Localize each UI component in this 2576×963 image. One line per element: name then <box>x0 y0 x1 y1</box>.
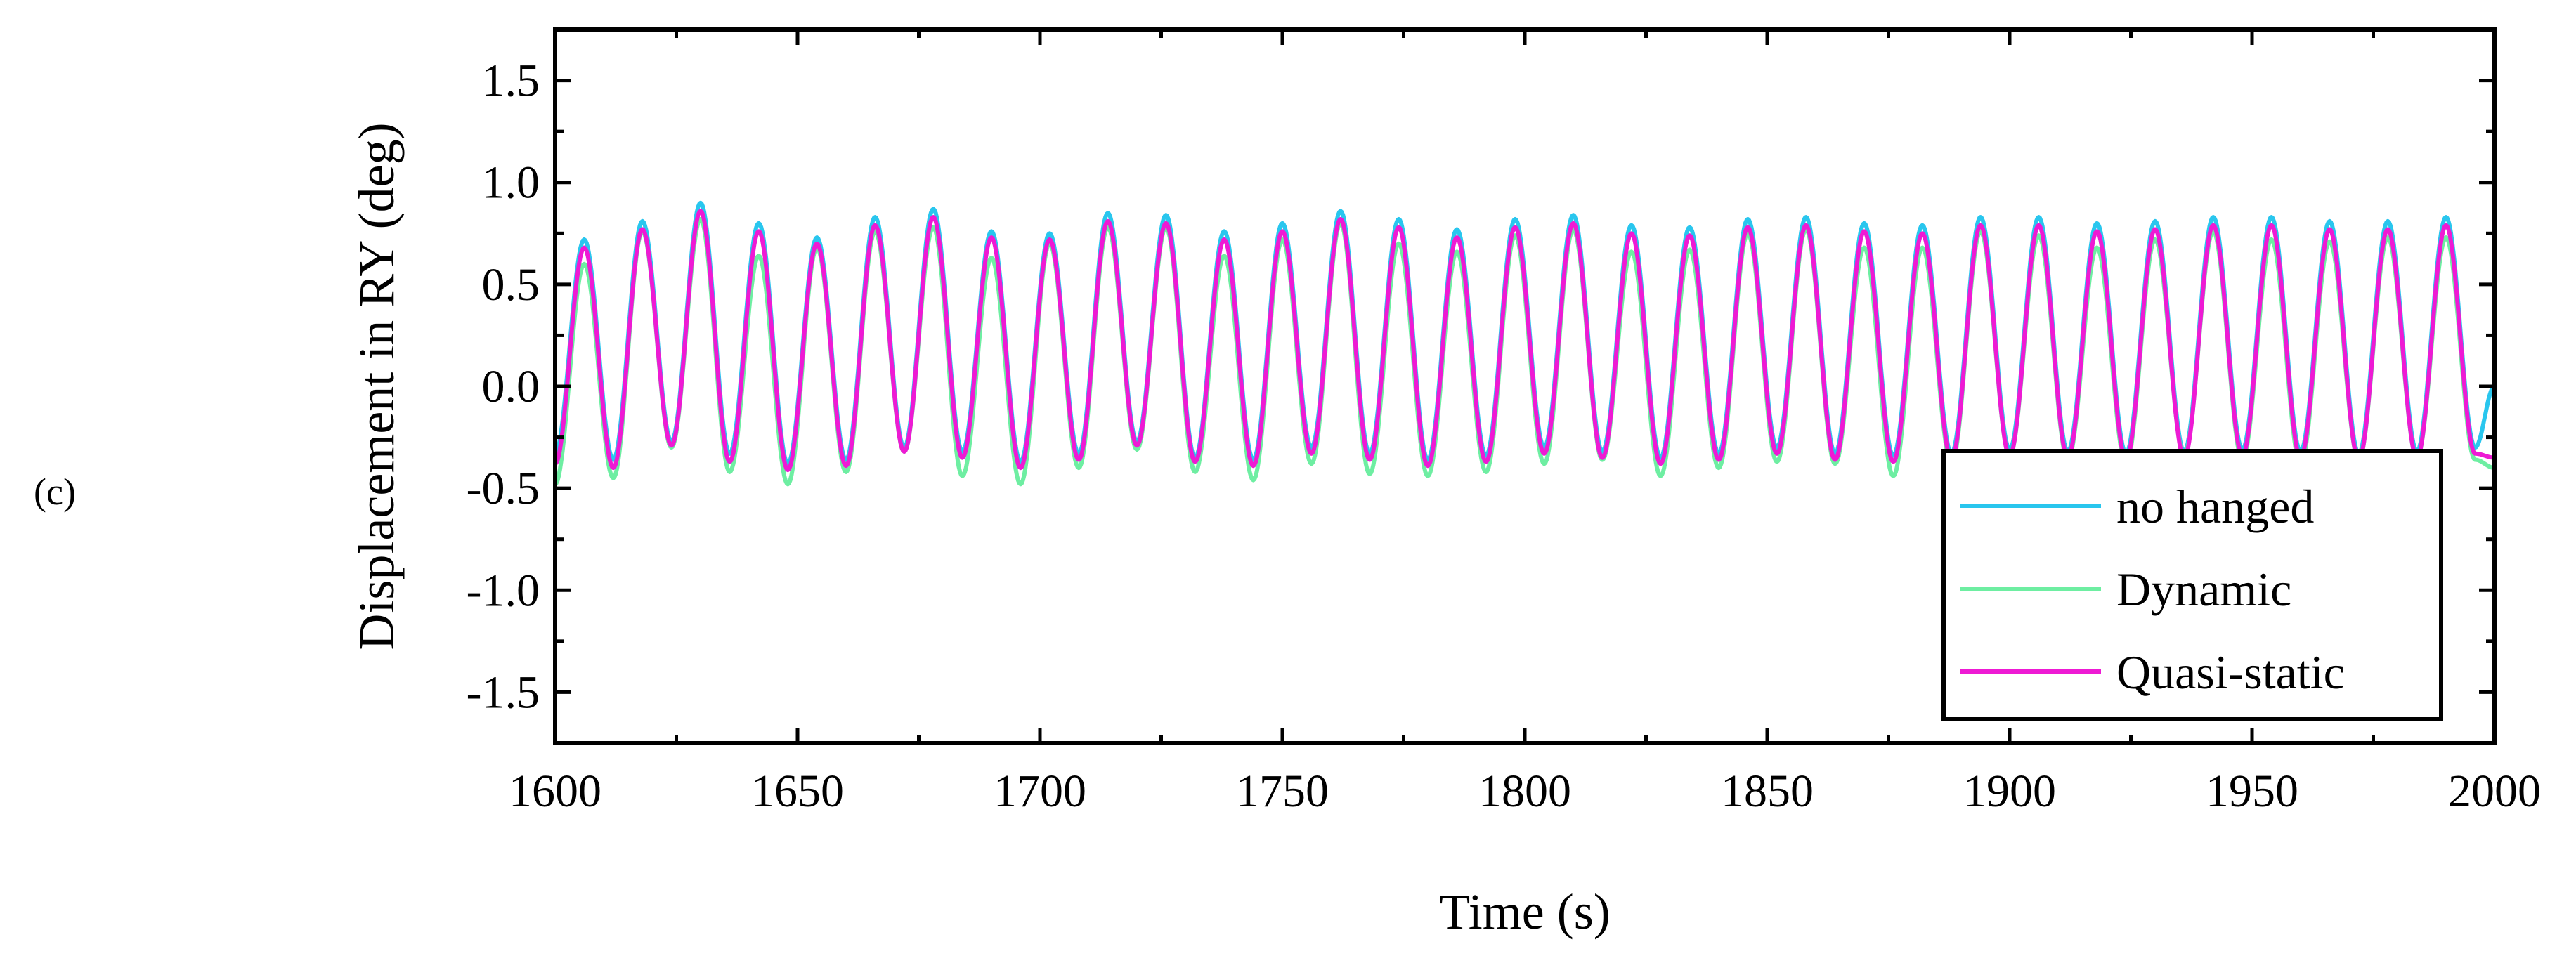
y-tick-label: -0.5 <box>467 463 540 514</box>
ticks-layer: 1600 1650 1700 1750 1800 1850 1900 1950 2000 1.5 1… <box>467 27 2541 817</box>
legend-label-dynamic: Dynamic <box>2116 563 2291 616</box>
panel-label: (c) <box>34 471 76 513</box>
y-tick-label: 0.0 <box>482 361 540 412</box>
x-tick-label: 1650 <box>751 766 844 817</box>
y-tick-label: 1.5 <box>482 55 540 107</box>
x-tick-label: 2000 <box>2448 766 2541 817</box>
x-tick-label: 1850 <box>1721 766 1814 817</box>
y-tick-label: -1.0 <box>467 565 540 616</box>
x-tick-label: 1700 <box>994 766 1086 817</box>
series-line-no-hanged <box>554 200 2496 466</box>
series-layer <box>554 200 2496 487</box>
x-axis-label: Time (s) <box>1439 884 1610 940</box>
series-line-quasi-static <box>554 209 2496 472</box>
x-tick-label: 1600 <box>509 766 601 817</box>
y-tick-label: 0.5 <box>482 259 540 310</box>
x-tick-label: 1750 <box>1236 766 1329 817</box>
legend: no hanged Dynamic Quasi-static <box>1941 449 2443 721</box>
legend-label-no-hanged: no hanged <box>2116 480 2314 533</box>
legend-label-quasi-static: Quasi-static <box>2116 646 2345 699</box>
y-tick-label: -1.5 <box>467 667 540 718</box>
legend-box <box>1941 449 2443 721</box>
y-tick-label: 1.0 <box>482 157 540 209</box>
y-axis-label: Displacement in RY (deg) <box>349 122 405 650</box>
x-tick-label: 1900 <box>1963 766 2056 817</box>
x-tick-label: 1950 <box>2206 766 2298 817</box>
x-tick-label: 1800 <box>1478 766 1571 817</box>
